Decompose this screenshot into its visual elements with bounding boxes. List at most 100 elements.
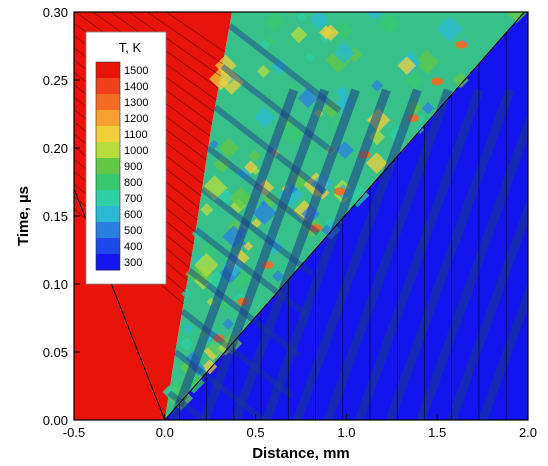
reaction-patch bbox=[194, 252, 219, 278]
hot-spot bbox=[334, 187, 347, 196]
reaction-patch bbox=[179, 337, 194, 352]
y-tick-label: 0.15 bbox=[43, 209, 68, 224]
reaction-patch bbox=[287, 82, 296, 91]
reaction-patch bbox=[217, 188, 235, 206]
reaction-patch bbox=[209, 67, 233, 91]
colorbar-swatch bbox=[96, 206, 120, 223]
reaction-patch bbox=[254, 106, 276, 129]
reflected-band bbox=[180, 308, 295, 399]
characteristic-line bbox=[146, 12, 223, 65]
reflected-band bbox=[227, 23, 342, 113]
reaction-patch bbox=[202, 359, 218, 375]
reaction-patch bbox=[452, 72, 469, 89]
characteristic-line bbox=[128, 12, 221, 77]
colorbar-label: 1500 bbox=[124, 65, 148, 77]
shock-band bbox=[293, 88, 422, 420]
reaction-patch bbox=[304, 52, 315, 62]
field-detail bbox=[74, 12, 528, 420]
reaction-patch bbox=[229, 186, 252, 209]
reaction-patch bbox=[271, 58, 288, 75]
y-axis-ticks: 0.00 0.05 0.10 0.15 0.20 0.25 0.30 bbox=[43, 5, 80, 428]
reaction-patch bbox=[218, 298, 231, 311]
reaction-zone bbox=[164, 12, 525, 420]
reaction-patch bbox=[218, 137, 239, 159]
reaction-patch bbox=[333, 20, 354, 42]
reaction-patch bbox=[181, 288, 192, 299]
y-tick-label: 0.30 bbox=[43, 5, 68, 20]
characteristic-line bbox=[110, 12, 219, 89]
colorbar-swatch bbox=[96, 254, 120, 271]
x-tick-label: 0.5 bbox=[247, 425, 265, 440]
colorbar-label: 1400 bbox=[124, 81, 148, 93]
x-tick-label: 0.0 bbox=[156, 425, 174, 440]
reaction-patch bbox=[259, 39, 271, 50]
reaction-patch bbox=[415, 50, 440, 75]
shock-band bbox=[324, 88, 453, 420]
colorbar-label: 1300 bbox=[124, 97, 148, 109]
colorbar-label: 400 bbox=[124, 241, 142, 253]
x-tick-label: 1.5 bbox=[428, 425, 446, 440]
colorbar-swatch bbox=[96, 62, 120, 79]
shock-band bbox=[262, 88, 391, 420]
reflected-band bbox=[200, 186, 314, 277]
reflected-band bbox=[206, 145, 320, 236]
reaction-patch bbox=[366, 12, 383, 21]
shock-band bbox=[169, 88, 299, 420]
reaction-patch bbox=[379, 13, 401, 35]
lead-front bbox=[164, 12, 525, 420]
colorbar-labels: 1500 1400 1300 1200 1100 1000 900 800 700 600 500 4… bbox=[124, 65, 148, 269]
colorbar-label: 900 bbox=[124, 161, 142, 173]
colorbar bbox=[95, 61, 121, 271]
x-tick-label: 2.0 bbox=[519, 425, 537, 440]
reaction-patch bbox=[266, 35, 276, 46]
y-tick-label: 0.00 bbox=[43, 413, 68, 428]
reaction-patch bbox=[335, 85, 350, 99]
reaction-patch bbox=[335, 141, 354, 160]
reaction-patch bbox=[248, 149, 261, 163]
reaction-patch bbox=[371, 79, 384, 92]
reaction-patch bbox=[162, 385, 176, 399]
reaction-patch bbox=[222, 318, 234, 330]
y-tick-label: 0.05 bbox=[43, 345, 68, 360]
y-tick-label: 0.25 bbox=[43, 73, 68, 88]
x-tick-label: 1.0 bbox=[337, 425, 355, 440]
x-axis-title: Distance, mm bbox=[252, 445, 350, 462]
reaction-patch bbox=[319, 25, 334, 40]
colorbar-legend: T, K 1500 1400 1300 1200 1100 1000 900 800 700 60… bbox=[85, 31, 167, 285]
reaction-patch bbox=[264, 12, 285, 33]
reaction-patch bbox=[310, 12, 330, 30]
shock-band bbox=[354, 88, 484, 420]
plot-area bbox=[74, 12, 528, 420]
reaction-patch bbox=[209, 139, 219, 149]
shock-band bbox=[200, 88, 329, 420]
colorbar-swatch bbox=[96, 222, 120, 239]
reaction-patch bbox=[243, 241, 254, 252]
hot-spot bbox=[431, 77, 444, 86]
y-tick-label: 0.10 bbox=[43, 277, 68, 292]
reaction-patch bbox=[185, 269, 194, 278]
reflected-band bbox=[220, 64, 335, 154]
colorbar-label: 800 bbox=[124, 177, 142, 189]
reaction-patch bbox=[251, 218, 262, 229]
reaction-patch bbox=[213, 155, 232, 173]
reaction-patch bbox=[200, 203, 214, 217]
hot-spot bbox=[309, 224, 322, 233]
reaction-patch bbox=[222, 225, 245, 248]
shock-band bbox=[231, 88, 360, 420]
colorbar-label: 1100 bbox=[124, 129, 148, 141]
reflected-band bbox=[187, 268, 302, 358]
colorbar-label: 1200 bbox=[124, 113, 148, 125]
shock-band bbox=[385, 88, 515, 420]
reaction-patch bbox=[366, 152, 388, 174]
reaction-patch bbox=[278, 120, 303, 145]
hot-spot bbox=[212, 334, 225, 343]
hot-spot bbox=[455, 40, 468, 49]
colorbar-label: 500 bbox=[124, 225, 142, 237]
x-tick-label: -0.5 bbox=[63, 425, 85, 440]
y-axis-title: Time, µs bbox=[15, 186, 32, 246]
colorbar-swatch bbox=[96, 174, 120, 191]
reaction-patch bbox=[405, 70, 424, 90]
reflected-band bbox=[194, 227, 308, 317]
reaction-patch bbox=[256, 64, 270, 78]
